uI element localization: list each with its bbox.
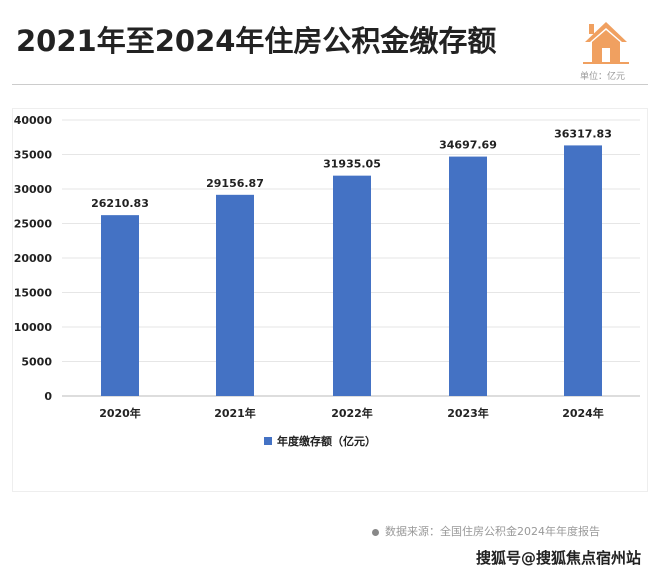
y-tick-label: 25000 <box>14 218 53 231</box>
bullet-icon <box>372 528 379 536</box>
bar <box>333 175 371 396</box>
bar <box>564 145 602 396</box>
source-text: 数据来源：全国住房公积金2024年年度报告 <box>385 525 600 538</box>
y-tick-label: 30000 <box>14 183 53 196</box>
watermark: 搜狐号@搜狐焦点宿州站 <box>476 549 642 567</box>
x-tick-label: 2023年 <box>447 406 489 420</box>
y-tick-label: 5000 <box>21 356 52 369</box>
unit-label: 单位：亿元 <box>580 72 626 82</box>
data-label: 31935.05 <box>323 158 381 171</box>
house-icon <box>583 20 629 68</box>
y-tick-label: 10000 <box>14 321 53 334</box>
data-label: 36317.83 <box>554 127 612 140</box>
legend-swatch <box>264 437 272 445</box>
y-tick-label: 20000 <box>14 252 53 265</box>
data-label: 34697.69 <box>439 139 497 152</box>
y-tick-label: 15000 <box>14 287 53 300</box>
bar <box>216 194 254 396</box>
divider <box>12 84 648 85</box>
x-tick-label: 2022年 <box>331 406 373 420</box>
data-label: 29156.87 <box>206 177 264 190</box>
x-tick-label: 2024年 <box>562 406 604 420</box>
x-tick-label: 2020年 <box>99 406 141 420</box>
x-tick-label: 2021年 <box>214 406 256 420</box>
data-label: 26210.83 <box>91 197 149 210</box>
chart-frame <box>12 108 648 492</box>
y-tick-label: 35000 <box>14 149 53 162</box>
y-tick-label: 40000 <box>14 114 53 127</box>
page-title: 2021年至2024年住房公积金缴存额 <box>16 24 497 58</box>
bar <box>101 215 139 396</box>
data-source: 数据来源：全国住房公积金2024年年度报告 <box>372 523 600 539</box>
y-tick-label: 0 <box>44 390 52 403</box>
legend-label: 年度缴存额（亿元） <box>277 434 376 448</box>
bar <box>449 156 487 396</box>
